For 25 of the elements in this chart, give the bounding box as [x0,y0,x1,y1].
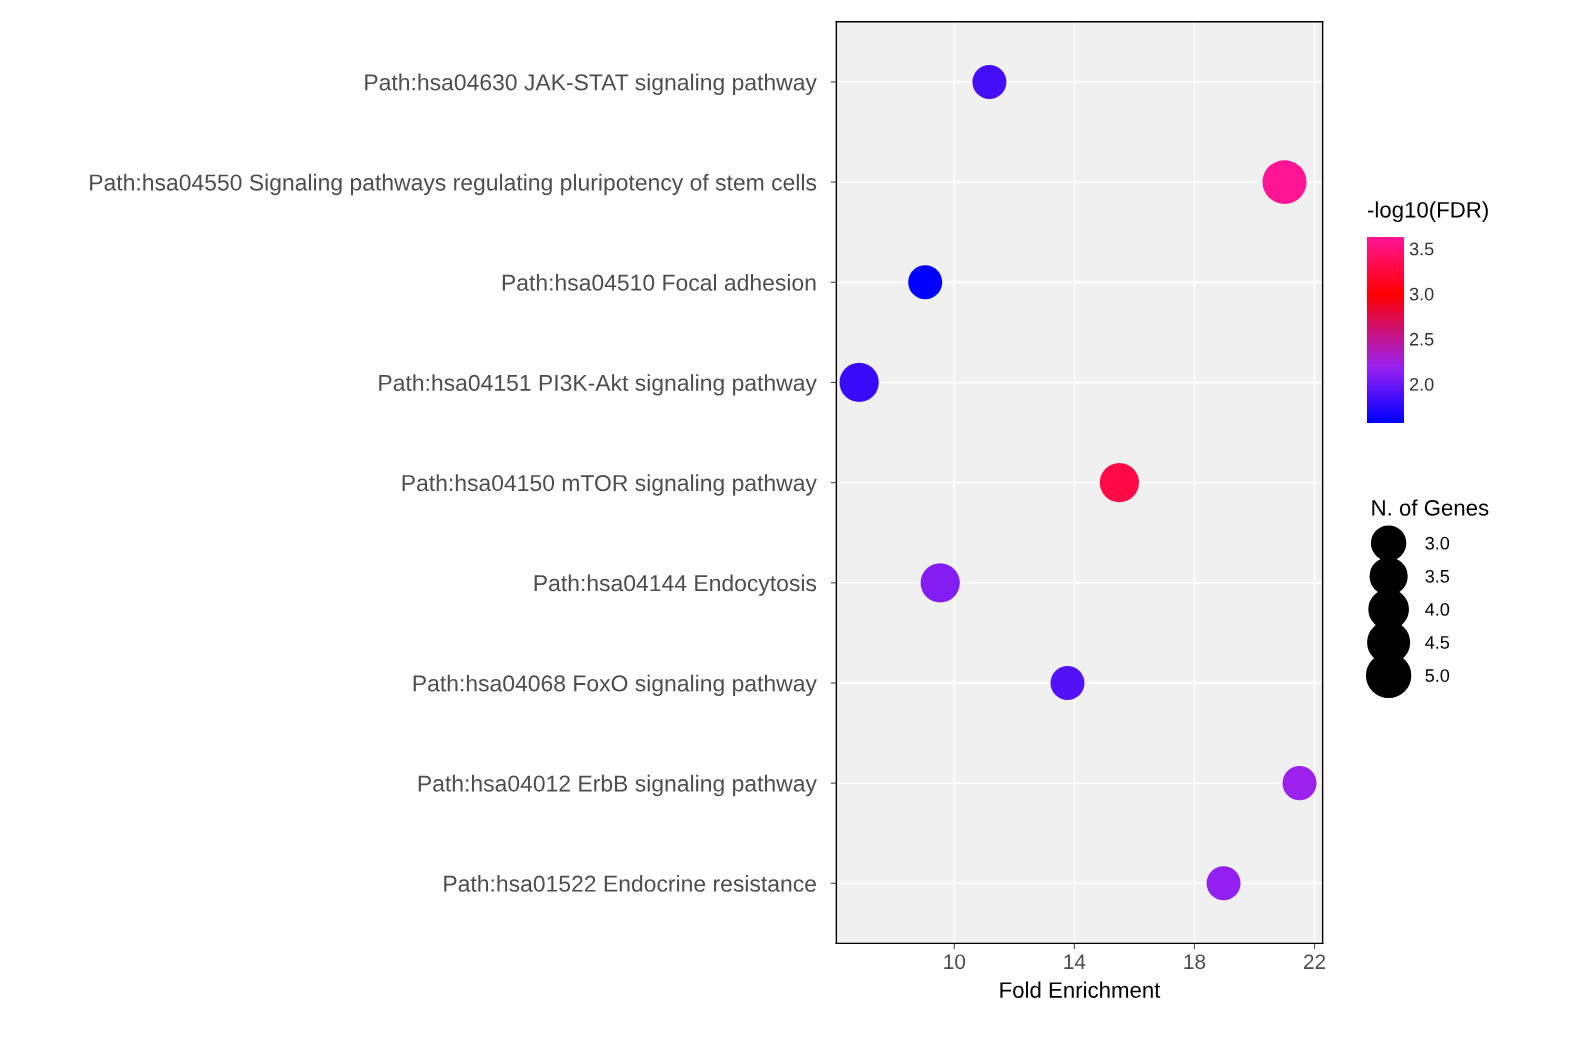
color-bar-label: 2.0 [1409,377,1434,391]
x-axis-title: Fold Enrichment [1000,981,1161,998]
x-tick-label: 22 [1304,954,1326,969]
color-bar-label: 2.5 [1409,332,1434,346]
color-bar-label: 3.0 [1409,287,1434,301]
y-tick-label: Path:hsa04151 PI3K-Akt signaling pathway [379,374,817,396]
color-bar-title: -log10(FDR) [1367,201,1488,223]
x-tick-label: 10 [944,954,966,970]
color-bar-label: 3.5 [1409,242,1434,256]
y-tick-label: Path:hsa04550 Signaling pathways regulating pluripotency of stem cells [90,173,817,196]
y-tick-label: Path:hsa04630 JAK-STAT signaling pathway [365,73,817,95]
legend-label: 3.5 [1425,569,1450,583]
legend-label: 4.5 [1425,636,1450,649]
y-tick-label: Path:hsa04144 Endocytosis [534,574,817,596]
legend-title: N. of Genes [1372,499,1489,516]
y-tick-label: Path:hsa01522 Endocrine resistance [444,875,816,892]
y-tick-label: Path:hsa04012 ErbB signaling pathway [418,774,817,797]
y-tick-label: Path:hsa04150 mTOR signaling pathway [402,474,817,496]
legend-label: 5.0 [1425,669,1450,682]
legend-label: 4.0 [1425,602,1450,616]
y-tick-label: Path:hsa04510 Focal adhesion [502,273,816,291]
y-tick-label: Path:hsa04068 FoxO signaling pathway [413,674,817,697]
x-tick-label: 14 [1064,954,1086,969]
x-tick-label: 18 [1184,954,1206,970]
legend-label: 3.0 [1425,536,1450,550]
